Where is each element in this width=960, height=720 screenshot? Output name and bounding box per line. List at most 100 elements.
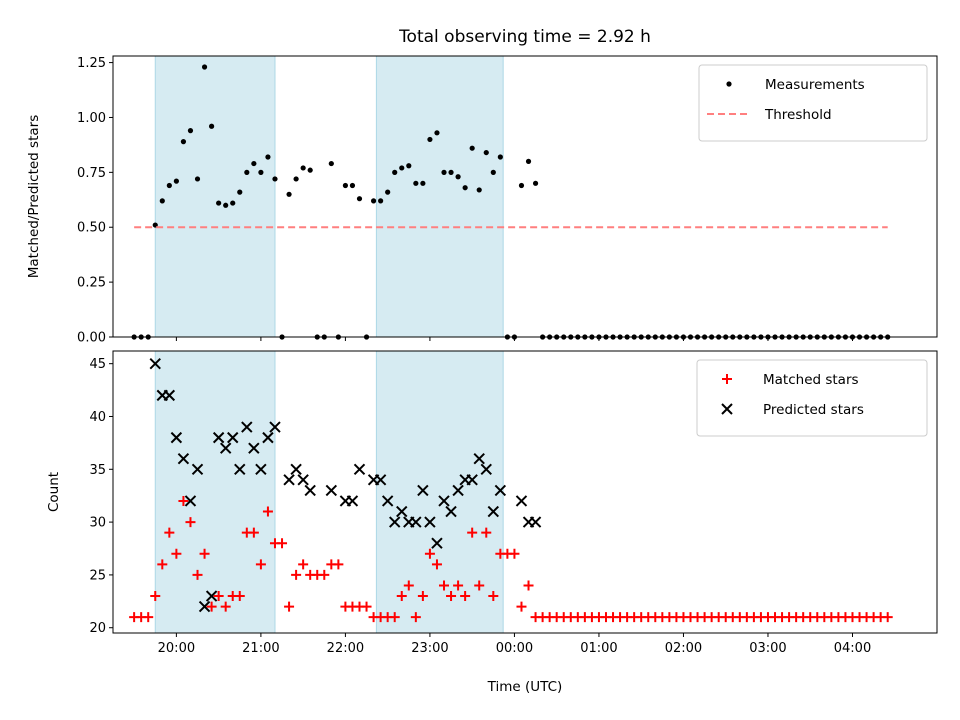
measurement-point	[194, 176, 201, 182]
predicted-stars-point	[255, 463, 267, 475]
matched-stars-point	[361, 601, 372, 612]
measurement-point	[448, 169, 454, 175]
matched-stars-point	[185, 517, 196, 528]
measurement-point	[159, 198, 165, 204]
matched-stars-point	[481, 527, 492, 538]
x-tick-label: 22:00	[327, 641, 364, 656]
measurement-point	[237, 189, 243, 195]
top-y-axis-label: Matched/Predicted stars	[26, 115, 42, 278]
matched-stars-point	[234, 591, 245, 602]
measurement-point	[455, 174, 461, 180]
measurement-point	[518, 182, 525, 189]
predicted-stars-point	[410, 516, 422, 528]
y-tick-label: 45	[89, 357, 106, 372]
matched-stars-point	[220, 601, 231, 612]
measurement-point	[370, 198, 377, 204]
measurement-point	[378, 198, 384, 204]
chart-title: Total observing time = 2.92 h	[398, 27, 651, 47]
y-tick-label: 1.00	[77, 111, 106, 126]
y-tick-label: 35	[89, 463, 106, 478]
predicted-stars-point	[424, 516, 436, 528]
matched-stars-point	[143, 612, 154, 623]
predicted-stars-point	[438, 495, 450, 507]
measurement-point	[427, 136, 433, 143]
matched-stars-point	[171, 548, 182, 559]
measurement-point	[300, 165, 306, 171]
measurement-point	[476, 187, 482, 193]
legend-box	[698, 64, 928, 142]
matched-stars-point	[424, 548, 435, 559]
matched-stars-point	[178, 495, 189, 506]
predicted-stars-point	[297, 474, 309, 486]
bottom-y-axis-label: Count	[46, 472, 62, 512]
measurement-point	[399, 165, 405, 171]
measurement-point	[525, 158, 532, 164]
legend-marker-measurements	[726, 81, 732, 87]
top-panel: 0.00 0.25 0.50 0.75 1.00 1.25 Measurements Thre…	[77, 55, 938, 346]
measurement-point	[462, 185, 468, 191]
measurement-point	[490, 169, 496, 175]
measurement-point	[201, 64, 208, 70]
y-tick-label: 0.25	[77, 276, 106, 291]
predicted-stars-point	[389, 516, 401, 528]
matched-stars-point	[403, 580, 414, 591]
matched-stars-point	[460, 591, 471, 602]
predicted-stars-point	[374, 474, 387, 486]
measurement-point	[532, 180, 539, 186]
y-tick-label: 0.75	[77, 166, 106, 181]
predicted-stars-point	[262, 431, 274, 444]
predicted-stars-point	[466, 474, 478, 486]
matched-stars-point	[396, 591, 407, 602]
measurement-point	[223, 202, 229, 208]
measurement-point	[307, 167, 313, 173]
predicted-stars-point	[353, 463, 366, 475]
y-tick-label: 1.25	[77, 56, 106, 71]
predicted-stars-point	[198, 600, 211, 613]
measurement-point	[483, 149, 489, 156]
predicted-stars-point	[205, 590, 218, 602]
matched-stars-point	[206, 601, 217, 612]
measurement-point	[230, 200, 236, 206]
predicted-stars-point	[325, 484, 338, 497]
y-tick-label: 20	[89, 621, 106, 636]
predicted-stars-point	[212, 431, 225, 444]
predicted-stars-point	[170, 431, 183, 444]
x-tick-label: 04:00	[834, 641, 871, 656]
measurement-point	[187, 128, 194, 134]
matched-stars-point	[446, 591, 457, 602]
matched-stars-point	[255, 559, 266, 570]
matched-stars-point	[150, 591, 161, 602]
measurement-point	[272, 176, 278, 182]
matched-stars-point	[164, 527, 175, 538]
x-tick-label: 00:00	[496, 641, 533, 656]
matched-stars-point	[298, 559, 309, 570]
x-tick-label: 20:00	[158, 641, 195, 656]
measurement-point	[342, 182, 349, 189]
matched-stars-point	[199, 548, 210, 559]
x-tick-label: 03:00	[749, 641, 786, 656]
matched-stars-point	[417, 591, 428, 602]
plot-frame	[112, 55, 938, 338]
measurement-point	[385, 189, 391, 195]
measurement-point	[265, 154, 271, 160]
x-tick-label: 23:00	[411, 641, 448, 656]
predicted-stars-point	[269, 421, 281, 433]
measurement-point	[216, 200, 222, 206]
predicted-stars-point	[487, 505, 500, 518]
predicted-stars-point	[445, 505, 457, 518]
matched-stars-point	[333, 559, 344, 570]
matched-stars-point	[284, 601, 295, 612]
legend-marker-matched	[722, 374, 732, 384]
predicted-stars-point	[219, 442, 232, 454]
legend-box	[696, 359, 928, 437]
measurement-point	[497, 154, 503, 160]
predicted-stars-point	[515, 495, 528, 507]
measurement-point	[328, 160, 334, 167]
measurement-point	[166, 182, 172, 189]
measurement-point	[413, 180, 419, 186]
matched-stars-point	[431, 559, 442, 570]
legend-label: Matched stars	[763, 372, 859, 388]
measurement-point	[434, 130, 440, 136]
legend-label: Measurements	[765, 77, 865, 93]
